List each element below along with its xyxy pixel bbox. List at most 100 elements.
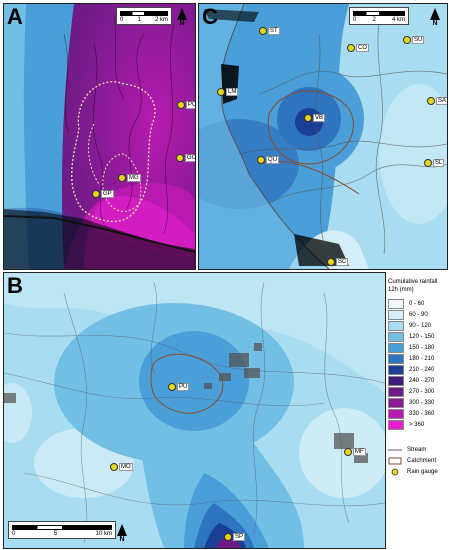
legend-swatch [388,419,404,430]
rain-gauge-icon [177,101,185,109]
legend-class-label: 0 - 60 [409,300,425,307]
legend-catchment: Catchment [388,455,447,466]
rain-gauge-icon [168,383,176,391]
legend-class: 150 - 180 [388,342,447,353]
rain-gauge-label: SU [412,36,425,44]
rain-gauge-icon [344,448,352,456]
legend-class: 60 - 90 [388,309,447,320]
legend-swatch [388,386,404,397]
rain-gauge-marker[interactable]: SL [424,159,445,167]
legend-class: 210 - 240 [388,364,447,375]
rain-gauge-marker[interactable]: SP [224,533,246,541]
rain-gauge-marker[interactable]: CO [347,44,369,52]
rain-gauge-icon [304,114,312,122]
panel-c-letter: C [202,4,218,29]
rain-gauge-label: MG [127,174,141,182]
rain-gauge-icon [327,258,335,266]
scale-tick-2: 2 km [154,17,168,23]
scale-tick-1: 2 [372,17,376,23]
legend-swatch [388,397,404,408]
scale-tick-2: 10 km [95,531,112,537]
rain-gauge-label: SL [433,159,445,167]
panel-a-rainfall-surface [4,4,195,269]
legend-rain-gauge-label: Rain gauge [407,468,438,475]
rain-gauge-marker[interactable]: MG [118,174,141,182]
rain-gauge-icon [224,533,232,541]
legend-swatch [388,408,404,419]
rain-gauge-label: PU [177,383,190,391]
scale-tick-1: 5 [53,531,58,537]
legend-class-label: 270 - 300 [409,388,435,395]
map-panel-b: B 0 5 10 km N PU MO MF SP [3,272,386,549]
rain-gauge-icon [388,468,402,476]
rain-gauge-label: GO [185,154,195,162]
rain-gauge-marker[interactable]: ST [259,27,280,35]
legend-class-label: > 360 [409,421,425,428]
rain-gauge-marker[interactable]: SU [403,36,425,44]
panel-c-scale-bar: 0 2 4 km [349,7,409,25]
scale-tick-0: 0 [12,531,16,537]
rain-gauge-marker[interactable]: LM [217,88,239,96]
rain-gauge-icon [424,159,432,167]
rain-gauge-marker[interactable]: PU [168,383,190,391]
rain-gauge-icon [217,88,225,96]
panel-a-scale-bar: 0 1 2 km [116,7,172,25]
legend: Cumulative rainfall 12h (mm) 0 - 60 60 -… [386,272,447,547]
map-panel-c: C 0 2 4 km N ST CO SU LM VB SA QU [198,3,448,270]
rain-gauge-label: ST [268,27,280,35]
rain-gauge-label: GP [101,190,114,198]
legend-stream: Stream [388,444,447,455]
legend-class-label: 300 - 330 [409,399,435,406]
rain-gauge-label: PO [186,101,195,109]
rain-gauge-icon [347,44,355,52]
rain-gauge-marker[interactable]: SA [427,97,447,105]
scale-bar-graphic [353,11,405,16]
legend-swatch [388,353,404,364]
rain-gauge-icon [427,97,435,105]
legend-class-label: 150 - 180 [409,344,435,351]
scale-tick-0: 0 [353,17,357,23]
legend-swatch [388,342,404,353]
rain-gauge-marker[interactable]: MO [110,463,133,471]
legend-class: 120 - 150 [388,331,447,342]
rain-gauge-label: QU [266,156,279,164]
legend-title-line-1: Cumulative rainfall [388,279,438,285]
panel-b-north-arrow-icon: N [116,524,128,543]
catchment-outline-icon [388,457,402,465]
legend-class: 90 - 120 [388,320,447,331]
scale-tick-1: 1 [137,17,141,23]
panel-a-north-arrow-icon: N [176,8,188,27]
scale-bar-graphic [12,525,112,530]
rain-gauge-marker[interactable]: MF [344,448,366,456]
legend-swatch [388,320,404,331]
scale-tick-2: 4 km [391,17,405,23]
panel-c-north-arrow-icon: N [429,8,441,27]
rain-gauge-marker[interactable]: GP [92,190,114,198]
legend-swatch [388,364,404,375]
legend-title: Cumulative rainfall 12h (mm) [388,278,447,294]
rain-gauge-icon [176,154,184,162]
rain-gauge-label: MO [119,463,133,471]
map-panel-a: A 0 1 2 km N MG GP PO GO [3,3,196,270]
panel-b-letter: B [7,273,23,298]
rain-gauge-marker[interactable]: GO [176,154,195,162]
legend-class: 300 - 330 [388,397,447,408]
legend-swatch [388,309,404,320]
legend-class-label: 180 - 210 [409,355,435,362]
legend-stream-label: Stream [407,446,427,453]
rain-gauge-icon [259,27,267,35]
legend-catchment-label: Catchment [407,457,437,464]
rain-gauge-label: SP [233,533,246,541]
rain-gauge-marker[interactable]: QU [257,156,279,164]
rain-gauge-marker[interactable]: SC [327,258,349,266]
rain-gauge-label: SC [336,258,349,266]
rain-gauge-marker[interactable]: VB [304,114,326,122]
legend-classes: 0 - 60 60 - 90 90 - 120 120 - 150 150 - … [386,298,447,430]
rain-gauge-marker[interactable]: PO [177,101,195,109]
rain-gauge-label: CO [356,44,369,52]
stream-line-icon [388,446,402,454]
legend-class-label: 90 - 120 [409,322,432,329]
legend-class: 180 - 210 [388,353,447,364]
rain-gauge-icon [110,463,118,471]
rain-gauge-icon [92,190,100,198]
